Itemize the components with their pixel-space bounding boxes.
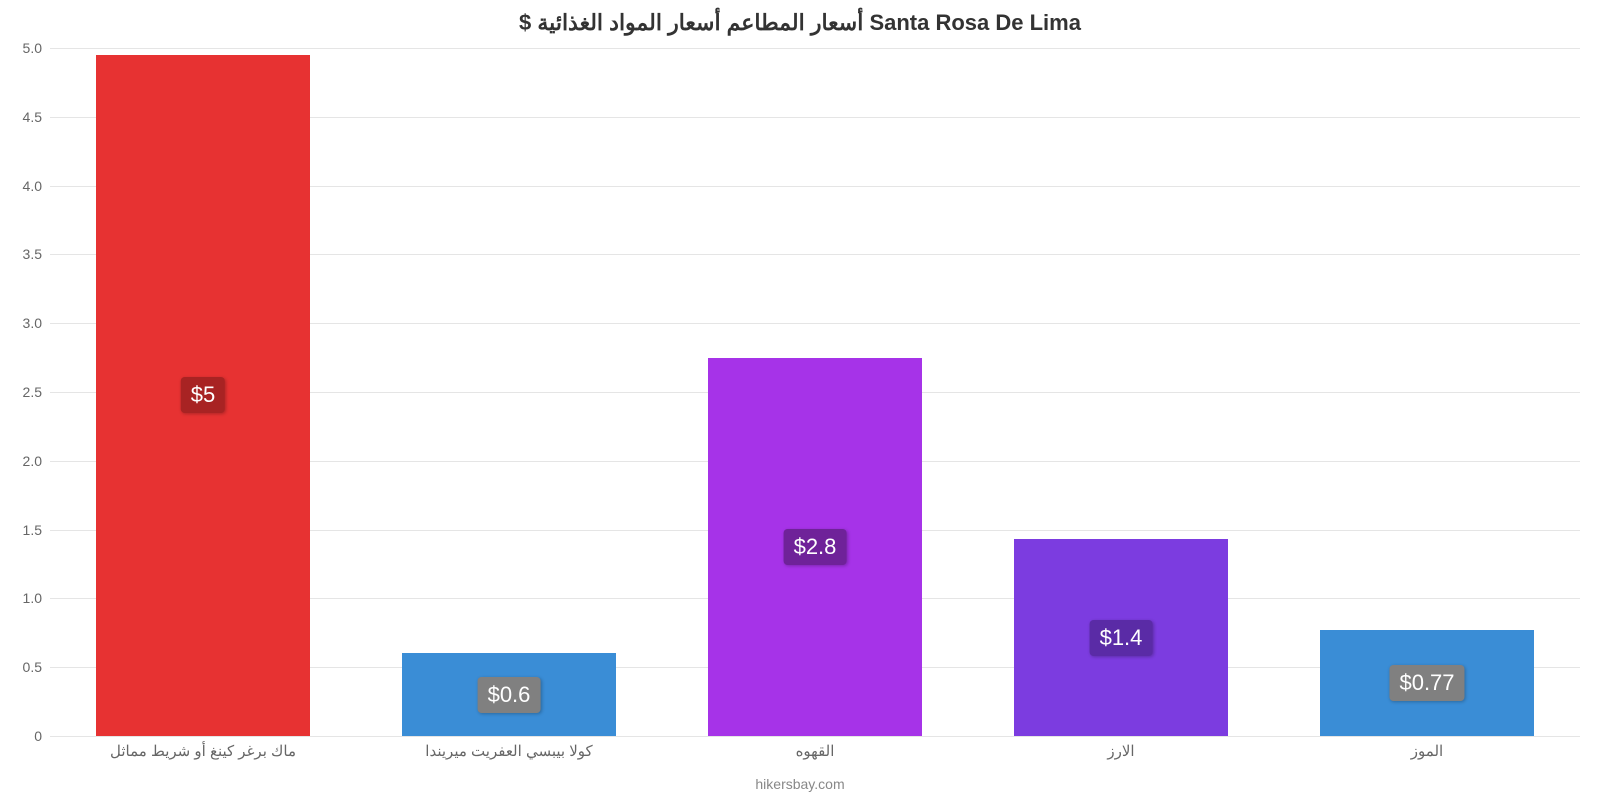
y-tick-label: 0 [34,728,42,744]
grid-line [50,48,1580,49]
chart-title: $ أسعار المطاعم أسعار المواد الغذائية Sa… [519,10,1081,36]
value-badge: $1.4 [1090,620,1153,656]
y-tick-label: 3.0 [23,315,42,331]
plot-area [50,48,1580,736]
y-tick-label: 4.0 [23,178,42,194]
value-badge: $5 [181,377,225,413]
y-tick-label: 2.5 [23,384,42,400]
value-badge: $2.8 [784,529,847,565]
y-tick-label: 1.0 [23,590,42,606]
chart-footer: hikersbay.com [755,776,844,792]
y-tick-label: 1.5 [23,522,42,538]
y-tick-label: 0.5 [23,659,42,675]
x-tick-label: القهوه [796,742,835,760]
grid-line [50,736,1580,737]
y-tick-label: 3.5 [23,246,42,262]
x-tick-label: الموز [1411,742,1443,760]
price-chart: $ أسعار المطاعم أسعار المواد الغذائية Sa… [0,0,1600,800]
y-tick-label: 2.0 [23,453,42,469]
x-tick-label: الارز [1107,742,1134,760]
y-tick-label: 4.5 [23,109,42,125]
value-badge: $0.6 [478,677,541,713]
value-badge: $0.77 [1389,665,1464,701]
y-tick-label: 5.0 [23,40,42,56]
x-tick-label: كولا بيبسي العفريت ميريندا [425,742,592,760]
x-tick-label: ماك برغر كينغ أو شريط مماثل [110,742,296,760]
